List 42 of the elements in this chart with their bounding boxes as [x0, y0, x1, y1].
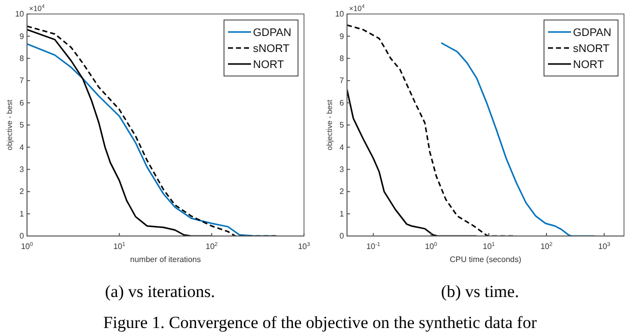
x-axis-title: number of iterations — [130, 255, 201, 264]
y-tick-label: 3 — [340, 164, 345, 174]
y-tick-label: 9 — [340, 32, 345, 41]
x-tick-label: 10$^{0}$ — [20, 242, 34, 251]
legend-label: sNORT — [253, 43, 290, 55]
y-tick-label: 1 — [340, 209, 345, 218]
legend-label: NORT — [253, 59, 284, 71]
y-tick-label: 8 — [20, 54, 25, 63]
y-tick-label: 2 — [20, 187, 25, 196]
y-tick-label: 5 — [340, 120, 345, 130]
y-tick-label: 3 — [20, 164, 25, 174]
caption: Figure 1. Convergence of the objective on the synthetic data for — [103, 313, 538, 332]
y-tick-label: 5 — [20, 120, 25, 130]
x-tick-label: 10$^{3}$ — [598, 242, 610, 251]
legend-label: GDPAN — [253, 27, 292, 39]
text: (b) vs time. — [441, 282, 519, 301]
legend-label: NORT — [573, 59, 604, 71]
x-tick-label: 10$^{0}$ — [425, 242, 438, 251]
legend-label: sNORT — [573, 43, 610, 55]
y-tick-label: 2 — [340, 187, 345, 196]
y-tick-label: 7 — [20, 76, 25, 86]
y-tick-label: 0 — [340, 232, 345, 241]
y-tick-label: 9 — [20, 32, 25, 41]
x-tick-label: 10$^{1}$ — [482, 242, 495, 251]
x-tick-label: 10$^{2}$ — [540, 242, 553, 251]
y-tick-label: 6 — [340, 98, 345, 108]
x-tick-label: 10$^{3}$ — [298, 242, 310, 251]
x-axis-title: CPU time (seconds) — [450, 255, 522, 264]
y-tick-label: 10 — [15, 10, 25, 19]
y-tick-label: 10 — [335, 10, 345, 19]
x-tick-label: 10$^{1}$ — [113, 242, 126, 251]
y-tick-label: 4 — [340, 142, 345, 152]
legend-label: GDPAN — [573, 27, 612, 39]
y-tick-label: 1 — [20, 209, 25, 218]
text: (a) vs iterations. — [105, 282, 215, 301]
x-tick-label: 10$^{-1}$ — [366, 242, 380, 251]
y-tick-label: 4 — [20, 142, 25, 152]
y-tick-label: 6 — [20, 98, 25, 108]
x-tick-label: 10$^{2}$ — [206, 242, 218, 251]
y-tick-label: 0 — [20, 232, 25, 241]
y-tick-label: 8 — [340, 54, 345, 63]
y-tick-label: 7 — [340, 76, 345, 86]
